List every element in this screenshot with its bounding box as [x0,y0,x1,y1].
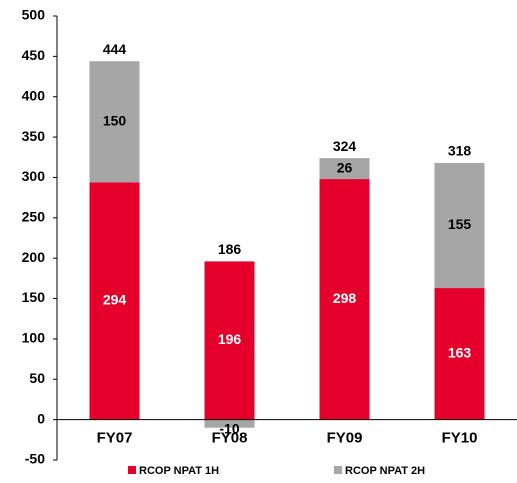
x-tick-label: FY10 [442,430,478,447]
value-label: 298 [333,290,357,306]
x-tick-label: FY08 [212,430,248,447]
y-tick-label: 300 [22,168,46,184]
legend-label: RCOP NPAT 2H [345,465,425,477]
value-label: 150 [103,112,127,128]
x-tick-label: FY07 [97,430,133,447]
legend-label: RCOP NPAT 1H [139,465,219,477]
bar-segment [204,419,255,428]
value-label: 294 [103,292,127,308]
total-label: 324 [333,138,357,154]
y-tick-label: 150 [22,289,46,305]
y-tick-label: 350 [22,128,46,144]
bar-segment [89,61,140,183]
value-label: 196 [218,331,242,347]
total-label: 186 [218,241,242,257]
value-label: 155 [448,216,472,232]
y-tick-label: 500 [22,7,46,23]
total-label: 444 [103,41,127,57]
x-tick-label: FY09 [327,430,363,447]
y-tick-label: 400 [22,87,46,103]
value-label: 163 [448,345,472,361]
y-tick-label: 50 [29,370,45,386]
bar-segment [434,288,485,420]
y-tick-label: 200 [22,249,46,265]
bar-segment [319,179,370,420]
y-tick-label: 250 [22,209,46,225]
legend-swatch [334,466,342,474]
legend-swatch [128,466,136,474]
total-label: 318 [448,143,472,159]
y-tick-label: 0 [37,410,45,426]
y-tick-label: -50 [25,451,45,467]
bar-segment [319,158,370,180]
bar-segment [204,261,255,420]
y-tick-label: 450 [22,47,46,63]
value-label: -10 [219,420,239,436]
y-tick-label: 100 [22,330,46,346]
value-label: 26 [337,159,353,175]
bar-segment [89,182,140,420]
bar-segment [434,162,485,289]
